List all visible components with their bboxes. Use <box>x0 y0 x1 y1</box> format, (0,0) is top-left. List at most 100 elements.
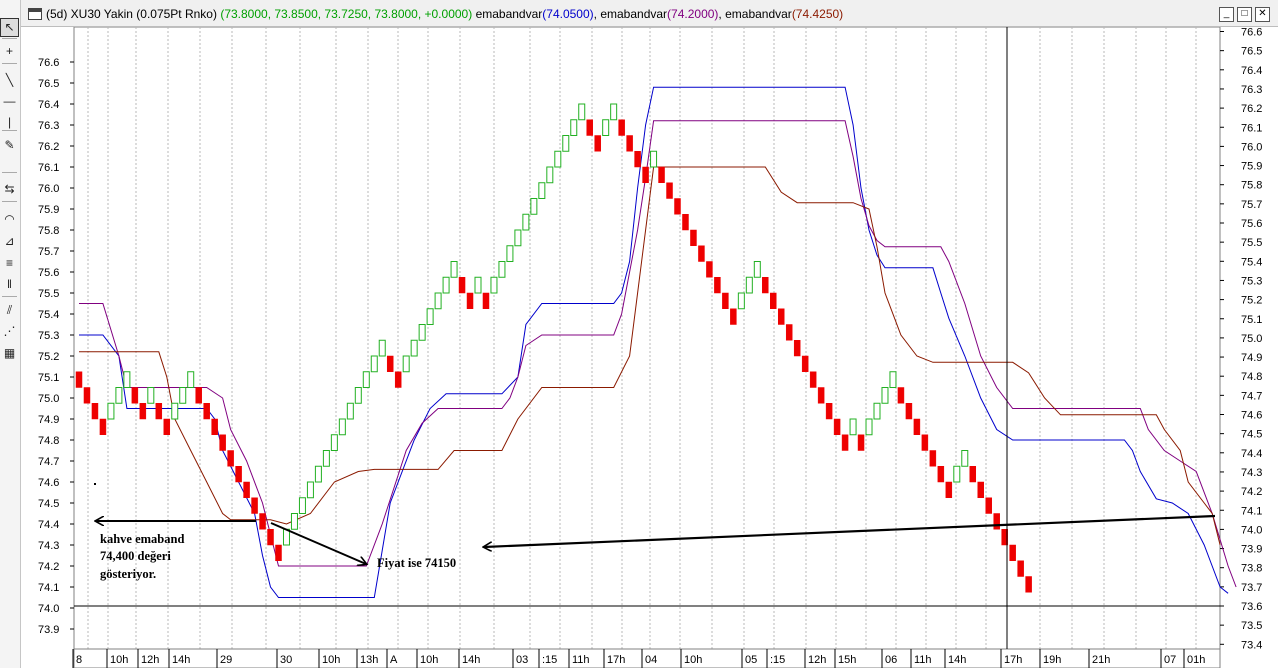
renko-brick-down <box>91 403 99 420</box>
renko-brick-up <box>298 497 306 514</box>
drawing-toolbar: ↖ + ╲ — | ✎ ⇆ ◠ ⊿ ≡ ‖ ⫽ ⋰ ▦ <box>0 0 21 668</box>
arc-icon[interactable]: ◠ <box>4 212 15 226</box>
left-axis-label: 76.0 <box>38 183 59 195</box>
renko-brick-down <box>674 198 681 215</box>
maximize-button[interactable]: □ <box>1237 7 1252 22</box>
annotation-dot <box>94 483 96 485</box>
renko-brick-down <box>586 119 593 136</box>
right-axis-label: 74.8 <box>1241 371 1262 383</box>
left-axis-label: 75.0 <box>38 393 59 405</box>
annotation-text: 74,400 değeri <box>100 549 171 563</box>
band-line-purple <box>79 120 1237 588</box>
x-axis-label: :15 <box>542 654 557 666</box>
right-axis-label: 73.9 <box>1241 544 1262 556</box>
x-axis-label: A <box>390 654 398 666</box>
renko-brick-up <box>410 339 418 357</box>
renko-brick-down <box>203 403 210 420</box>
channel-icon[interactable]: ⫽ <box>6 303 13 317</box>
renko-brick-up <box>562 135 570 152</box>
renko-brick-down <box>730 308 737 325</box>
x-axis-label: 06 <box>885 654 897 666</box>
right-axis-label: 74.5 <box>1241 429 1262 441</box>
renko-brick-up <box>650 150 658 168</box>
renko-brick-up <box>434 292 442 310</box>
right-axis-label: 73.7 <box>1241 582 1262 594</box>
x-axis-label: 11h <box>572 654 590 666</box>
vertical-line-icon[interactable]: | <box>7 115 12 129</box>
renko-brick-up <box>306 481 314 499</box>
close-button[interactable]: ✕ <box>1255 7 1270 22</box>
right-axis-label: 74.2 <box>1241 486 1262 498</box>
left-axis-label: 74.3 <box>38 540 59 552</box>
fan-icon[interactable]: ⊿ <box>4 234 15 248</box>
renko-brick-down <box>594 135 601 152</box>
renko-brick-down <box>243 481 250 498</box>
renko-brick-down <box>698 245 705 262</box>
left-axis-label: 73.9 <box>38 624 59 636</box>
renko-brick-up <box>737 292 745 310</box>
renko-brick-down <box>99 418 107 435</box>
right-axis-label: 75.5 <box>1241 237 1262 249</box>
renko-brick-up <box>290 513 298 530</box>
left-axis-label: 76.1 <box>38 162 59 174</box>
x-axis-label: 10h <box>420 654 438 666</box>
renko-brick-up <box>753 261 761 278</box>
chart-window-icon <box>28 8 42 20</box>
x-axis-bar <box>73 648 1221 668</box>
left-axis-label: 74.2 <box>38 561 59 573</box>
x-axis-label: 29 <box>220 654 232 666</box>
left-axis-label: 76.6 <box>38 57 59 69</box>
renko-brick-down <box>83 387 91 404</box>
renko-brick-down <box>211 418 218 435</box>
renko-brick-up <box>953 465 961 483</box>
renko-brick-up <box>450 261 458 278</box>
trendline-icon[interactable]: ╲ <box>5 73 14 87</box>
horizontal-line-icon[interactable]: — <box>3 94 16 108</box>
right-axis-label: 75.0 <box>1241 333 1262 345</box>
title-indicator-3-name: emabandvar <box>725 7 792 21</box>
renko-brick-down <box>905 403 913 420</box>
minimize-button[interactable]: _ <box>1219 7 1234 22</box>
title-indicator-2-name: emabandvar <box>600 7 668 21</box>
right-axis-label: 76.3 <box>1241 84 1262 96</box>
fibonacci-icon[interactable]: ≡ <box>5 256 13 270</box>
renko-brick-up <box>330 434 338 451</box>
right-axis-label: 76.2 <box>1241 103 1262 115</box>
x-axis-label: 13h <box>360 654 378 666</box>
x-axis-label: 14h <box>948 654 966 666</box>
renko-brick-up <box>171 402 179 420</box>
renko-brick-up <box>530 198 538 215</box>
pencil-icon[interactable]: ✎ <box>4 138 15 152</box>
cursor-arrow-icon[interactable]: ↖ <box>0 18 19 37</box>
renko-brick-down <box>682 214 689 231</box>
gann-fan-icon[interactable]: ⋰ <box>3 324 16 338</box>
left-axis-label: 76.4 <box>38 99 59 111</box>
gann-lines-icon[interactable]: ‖ <box>7 277 12 291</box>
renko-brick-down <box>833 418 841 435</box>
scroll-arrows-icon[interactable]: ⇆ <box>4 182 15 196</box>
x-axis-label: 04 <box>645 654 657 666</box>
right-axis-label: 73.5 <box>1241 620 1262 632</box>
right-axis-label: 73.8 <box>1241 563 1262 575</box>
renko-brick-up <box>546 166 554 184</box>
toolbar-separator <box>2 38 17 39</box>
renko-brick-down <box>793 340 801 357</box>
renko-brick-down <box>690 229 697 246</box>
x-axis-label: 17h <box>1004 654 1022 666</box>
toolbar-separator <box>2 63 17 64</box>
grid-pattern-icon[interactable]: ▦ <box>3 346 16 360</box>
renko-brick-down <box>977 481 984 498</box>
left-axis-label: 74.9 <box>38 414 59 426</box>
right-axis-label: 74.7 <box>1241 390 1262 402</box>
renko-brick-up <box>418 324 426 341</box>
renko-brick-up <box>147 387 155 404</box>
renko-brick-up <box>322 450 330 467</box>
crosshair-icon[interactable]: + <box>5 44 13 58</box>
right-axis-label: 76.4 <box>1241 65 1262 77</box>
title-indicator-1-value: (74.0500) <box>542 7 594 21</box>
annotation-text: kahve emaband <box>100 532 184 546</box>
renko-brick-down <box>770 292 777 309</box>
renko-brick-down <box>985 497 992 514</box>
renko-brick-up <box>474 276 482 294</box>
